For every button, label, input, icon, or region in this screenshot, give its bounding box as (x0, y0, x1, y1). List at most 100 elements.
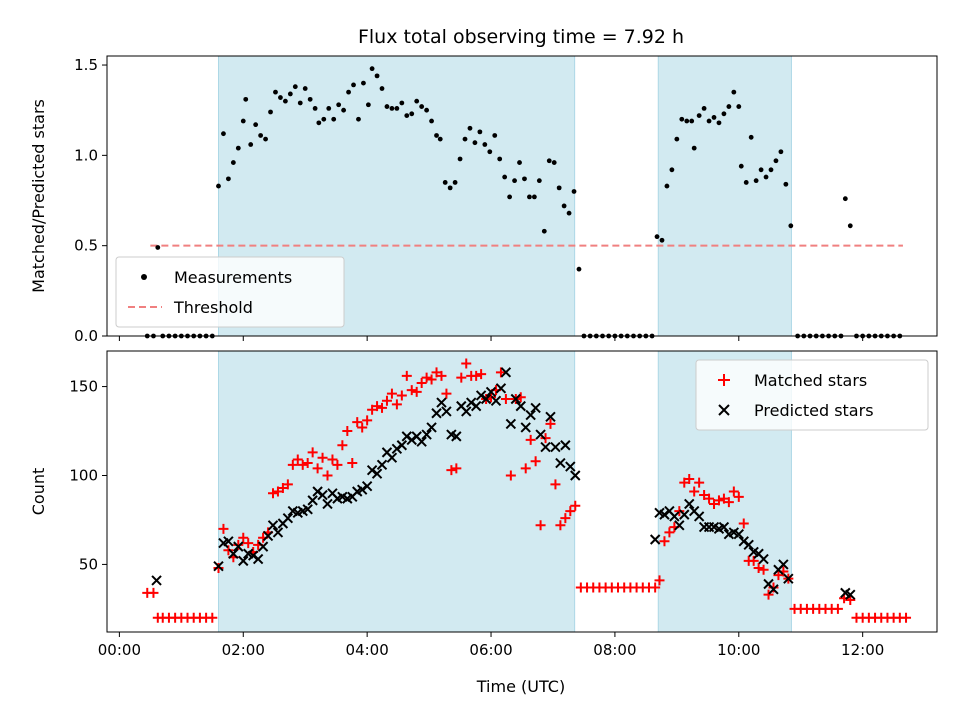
data-point (664, 183, 670, 189)
data-point (758, 564, 769, 575)
data-point (674, 136, 680, 142)
data-point (321, 116, 327, 122)
data-point (500, 394, 511, 405)
data-point (527, 194, 532, 200)
data-point (713, 495, 724, 506)
data-point (297, 100, 303, 106)
data-point (566, 210, 572, 216)
count-panel: 00:00 02:00 04:00 06:00 08:00 10:00 12:00 50 100… (29, 350, 938, 659)
data-point (386, 452, 398, 463)
data-point (356, 116, 361, 122)
data-point (495, 367, 506, 378)
data-point (312, 105, 318, 111)
data-point (654, 575, 665, 586)
data-point (278, 95, 283, 100)
x-tick-label: 10:00 (717, 641, 760, 659)
data-point (546, 158, 552, 164)
data-point (565, 506, 576, 517)
data-point (282, 479, 293, 490)
ratio-panel: 0.0 0.5 1.0 1.5 Matched/Predicted stars Measu… (29, 55, 938, 345)
legend-box (115, 256, 345, 328)
data-point (505, 470, 516, 481)
y-tick-label: 0.5 (74, 237, 98, 255)
data-point (530, 456, 541, 467)
data-point (434, 133, 439, 138)
data-point (555, 520, 566, 531)
data-point (421, 372, 432, 383)
data-point (302, 86, 308, 91)
data-point (371, 468, 383, 479)
y-tick-label: 150 (69, 378, 98, 396)
data-point (243, 538, 254, 549)
data-point (901, 612, 912, 623)
data-point (243, 96, 249, 102)
data-point (221, 131, 226, 137)
data-point (704, 493, 715, 504)
data-point (550, 441, 561, 453)
data-point (758, 553, 769, 565)
data-point (307, 447, 318, 458)
data-point (419, 104, 425, 109)
y-tick-label: 50 (79, 555, 98, 573)
data-point (753, 178, 759, 184)
data-point (441, 406, 452, 417)
data-point (228, 548, 239, 559)
data-point (307, 495, 318, 506)
data-point (346, 89, 351, 95)
data-point (570, 500, 581, 511)
data-point (726, 104, 732, 109)
data-point (297, 459, 308, 470)
data-point (263, 136, 268, 142)
data-point (451, 463, 462, 474)
data-point (257, 541, 269, 552)
data-point (282, 98, 288, 104)
data-point (456, 372, 467, 383)
data-point (733, 491, 744, 502)
data-point (447, 185, 453, 191)
data-point (317, 489, 328, 501)
data-point (302, 504, 313, 515)
data-point (155, 245, 161, 250)
data-point (148, 587, 159, 598)
data-point (535, 520, 546, 531)
data-point (522, 176, 527, 182)
x-tick-label: 02:00 (222, 641, 265, 659)
data-point (462, 136, 468, 142)
x-tick-label: 12:00 (841, 641, 884, 659)
data-point (560, 440, 571, 451)
data-point (292, 84, 298, 90)
data-point (399, 100, 405, 106)
data-point (424, 107, 430, 113)
data-point (556, 185, 562, 191)
data-point (307, 96, 313, 102)
data-point (545, 418, 556, 429)
data-point (409, 111, 415, 117)
data-point (482, 142, 488, 147)
data-point (381, 395, 392, 406)
data-point (441, 388, 452, 399)
data-point (510, 393, 522, 405)
data-point (649, 534, 661, 545)
x-axis-label: Time (UTC) (476, 677, 565, 696)
legend-box (695, 359, 929, 431)
data-point (238, 532, 249, 543)
data-point (426, 374, 437, 385)
data-point (357, 422, 368, 433)
data-point (500, 367, 512, 378)
data-point (268, 109, 273, 115)
plot-frame (106, 350, 938, 633)
data-point (763, 174, 769, 180)
data-point (689, 486, 700, 497)
data-point (233, 539, 244, 550)
data-point (267, 520, 279, 531)
data-point (287, 91, 293, 97)
data-point (331, 116, 337, 122)
data-point (684, 498, 695, 510)
data-point (738, 163, 744, 169)
data-point (783, 573, 794, 584)
data-point (480, 393, 492, 405)
data-point (272, 527, 284, 538)
data-point (684, 474, 695, 485)
data-point (470, 400, 482, 412)
data-point (768, 167, 774, 173)
